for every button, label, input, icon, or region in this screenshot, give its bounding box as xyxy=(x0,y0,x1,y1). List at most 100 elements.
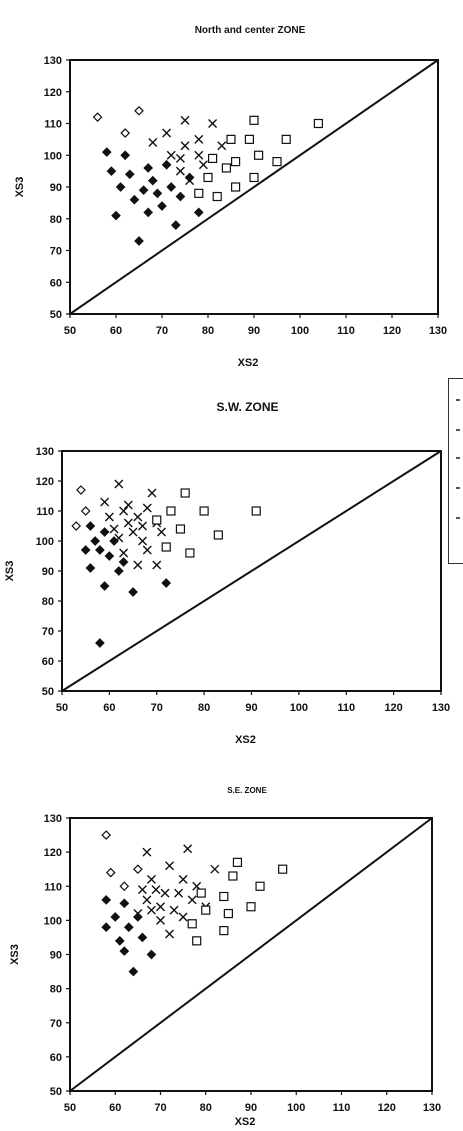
chart-title: North and center ZONE xyxy=(195,25,306,36)
data-point-x xyxy=(194,150,204,160)
x-stroke xyxy=(194,134,204,144)
data-point-filled-diamond xyxy=(120,150,131,161)
data-point-x xyxy=(185,176,195,186)
x-tick-label: 130 xyxy=(432,702,450,714)
data-point-x xyxy=(156,915,165,925)
data-point-open-diamond xyxy=(105,867,116,878)
x-stroke xyxy=(100,497,110,507)
data-point-x xyxy=(178,912,188,922)
x-stroke xyxy=(178,912,188,922)
data-point-open-square xyxy=(313,118,323,129)
data-point-filled-diamond xyxy=(152,188,163,199)
x-stroke xyxy=(169,905,179,915)
data-point-x xyxy=(128,527,138,537)
x-stroke xyxy=(152,560,162,570)
data-point-filled-diamond xyxy=(123,922,134,933)
data-point-x xyxy=(133,560,143,570)
data-point-open-square xyxy=(219,926,229,936)
data-point-open-square xyxy=(281,134,291,144)
y-tick-label: 120 xyxy=(36,476,54,488)
chart-panel-3: S.E. ZONE 50 60 70 80 90 100 110 120 130 50 60 70 80 9… xyxy=(9,786,441,1128)
x-axis-label: XS2 xyxy=(235,1116,256,1128)
x-stroke xyxy=(156,527,166,537)
data-point-filled-diamond xyxy=(109,536,119,546)
x-stroke xyxy=(133,512,143,522)
y-tick-label: 80 xyxy=(50,214,62,226)
x-stroke xyxy=(146,905,156,915)
data-point-open-square xyxy=(251,506,261,516)
data-point-x xyxy=(174,888,184,898)
chart-panel-1: North and center ZONE 50 60 70 80 90 100 110 120… xyxy=(14,25,447,369)
x-stroke xyxy=(119,506,129,516)
x-tick-label: 90 xyxy=(245,1102,257,1114)
data-point-open-diamond xyxy=(80,506,91,516)
data-point-open-square xyxy=(213,530,223,540)
y-tick-label: 120 xyxy=(44,847,62,859)
data-point-x xyxy=(137,885,147,895)
data-point-x xyxy=(138,536,148,546)
data-point-filled-diamond xyxy=(161,159,172,170)
data-point-filled-diamond xyxy=(114,566,124,576)
x-tick-label: 130 xyxy=(423,1102,441,1114)
data-point-x xyxy=(142,895,152,905)
y-tick-label: 100 xyxy=(44,915,62,927)
data-point-open-diamond xyxy=(133,864,143,875)
x-tick-label: 110 xyxy=(333,1102,351,1114)
data-point-open-square xyxy=(201,905,211,915)
data-point-open-square xyxy=(166,506,176,516)
y-tick-label: 80 xyxy=(50,984,62,996)
x-stroke xyxy=(151,885,161,895)
data-point-x xyxy=(146,874,156,884)
x-stroke xyxy=(210,864,220,874)
data-point-x xyxy=(146,905,156,915)
x-stroke xyxy=(217,141,227,151)
data-point-open-square xyxy=(254,150,264,160)
y-tick-label: 50 xyxy=(42,686,54,698)
x-stroke xyxy=(128,527,138,537)
x-tick-label: 100 xyxy=(291,325,309,337)
x-stroke xyxy=(208,119,218,128)
data-point-filled-diamond xyxy=(85,521,96,531)
data-point-open-square xyxy=(249,172,259,183)
data-point-open-square xyxy=(223,908,233,919)
data-point-filled-diamond xyxy=(119,898,130,909)
x-stroke xyxy=(175,166,185,176)
x-stroke xyxy=(187,895,197,905)
x-tick-label: 90 xyxy=(248,325,260,337)
y-tick-label: 110 xyxy=(44,119,62,131)
x-tick-label: 70 xyxy=(154,1102,166,1114)
data-point-x xyxy=(162,128,172,138)
data-point-open-square xyxy=(232,857,243,867)
x-stroke xyxy=(178,874,188,884)
reference-line xyxy=(69,817,433,1092)
data-point-filled-diamond xyxy=(95,545,105,555)
reference-line xyxy=(61,450,442,692)
data-point-x xyxy=(198,160,208,170)
data-point-x xyxy=(104,512,114,522)
x-stroke xyxy=(114,479,124,489)
x-stroke xyxy=(165,861,175,871)
data-point-open-square xyxy=(196,888,206,898)
data-point-filled-diamond xyxy=(157,201,167,211)
x-stroke xyxy=(180,115,190,125)
y-tick-label: 50 xyxy=(50,1086,62,1098)
x-stroke xyxy=(138,536,148,546)
data-point-filled-diamond xyxy=(85,563,96,573)
data-point-x xyxy=(119,548,129,558)
x-stroke xyxy=(166,150,176,160)
y-tick-label: 100 xyxy=(44,150,62,162)
data-point-x xyxy=(180,141,190,151)
x-tick-label: 60 xyxy=(109,1102,121,1114)
x-stroke xyxy=(109,524,119,534)
data-point-x xyxy=(142,503,152,513)
y-tick-label: 100 xyxy=(36,536,54,548)
data-point-x xyxy=(151,885,161,895)
data-point-x xyxy=(156,902,165,912)
x-stroke xyxy=(142,503,152,513)
data-point-filled-diamond xyxy=(115,182,126,192)
data-point-open-diamond xyxy=(92,112,103,122)
data-point-filled-diamond xyxy=(137,932,148,943)
data-point-x xyxy=(114,479,124,489)
x-stroke xyxy=(148,138,158,148)
data-point-open-square xyxy=(194,188,204,198)
